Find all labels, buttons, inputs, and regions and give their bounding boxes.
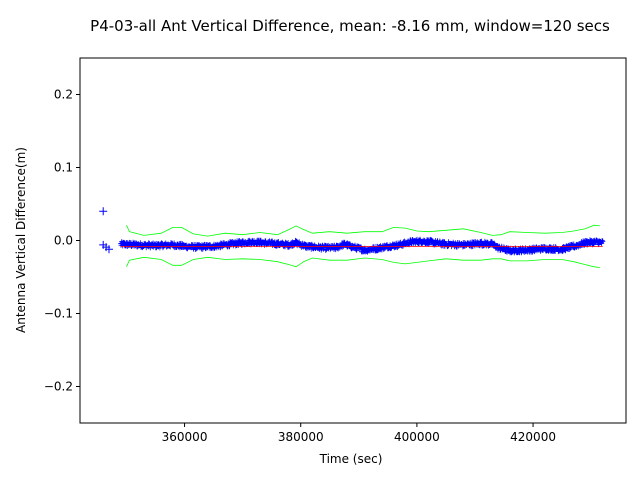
data-point [532,249,537,255]
y-tick-label: −0.2 [44,380,73,394]
y-axis-ticks: 0.2 0.1 0.0 −0.1 −0.2 [44,88,80,394]
confidence-band-layer [126,224,600,268]
x-tick-label: 380000 [278,430,324,444]
data-point [212,246,218,251]
data-point [600,238,606,244]
lower-band-line [126,256,600,268]
y-tick-label: −0.1 [44,307,73,321]
x-tick-label: 400000 [394,430,440,444]
y-tick-label: 0.2 [54,88,73,102]
y-axis-label: Antenna Vertical Difference(m) [14,147,28,333]
y-tick-label: 0.0 [54,234,73,248]
x-tick-label: 360000 [162,430,208,444]
data-point [226,244,232,250]
outlier-point [105,245,113,254]
chart-title: P4-03-all Ant Vertical Difference, mean:… [90,17,610,35]
outlier-point [99,207,108,216]
x-axis-label: Time (sec) [319,452,383,466]
upper-band-line [126,224,600,237]
x-tick-label: 420000 [510,430,556,444]
x-axis-ticks: 360000 380000 400000 420000 [162,423,556,444]
y-tick-label: 0.1 [54,161,73,175]
